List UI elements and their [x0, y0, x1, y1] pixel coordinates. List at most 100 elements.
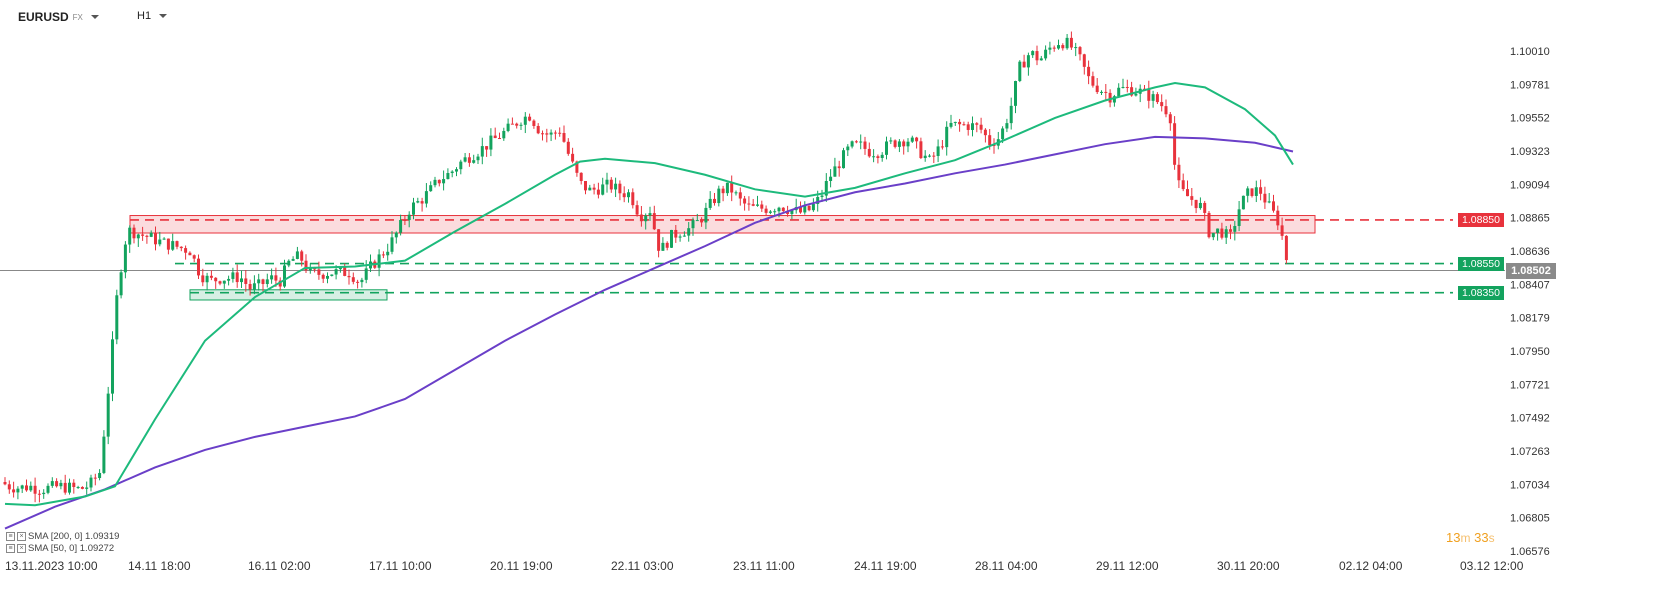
- candle: [111, 331, 114, 402]
- candle: [330, 274, 334, 277]
- candle: [747, 196, 751, 211]
- candle-body: [141, 234, 145, 236]
- settings-icon[interactable]: ≡: [6, 543, 15, 553]
- candle: [188, 251, 192, 256]
- candle-body: [106, 393, 110, 437]
- candle-body: [149, 232, 153, 237]
- candle: [528, 113, 532, 122]
- candle: [29, 481, 33, 492]
- y-tick-label: 1.09094: [1510, 179, 1550, 191]
- candle-body: [1250, 188, 1254, 196]
- candle: [902, 139, 906, 155]
- candle-body: [829, 176, 833, 181]
- candle-body: [1074, 47, 1078, 49]
- candle: [463, 153, 467, 163]
- candle-body: [300, 251, 304, 261]
- candle: [910, 135, 914, 143]
- candle: [1173, 116, 1177, 170]
- settings-icon[interactable]: ≡: [6, 531, 15, 541]
- candle-body: [313, 268, 317, 270]
- level-tag-support-2[interactable]: 1.08350: [1458, 285, 1504, 300]
- candle-body: [25, 485, 28, 491]
- candle: [1138, 84, 1142, 103]
- candle-body: [897, 141, 901, 147]
- candle: [850, 140, 854, 149]
- candle: [846, 144, 850, 157]
- candle: [596, 182, 600, 199]
- candle-body: [510, 123, 514, 125]
- candle-body: [7, 484, 11, 490]
- candle: [115, 289, 119, 345]
- candle-body: [205, 275, 209, 283]
- candle: [347, 269, 351, 285]
- level-tag-support-1[interactable]: 1.08550: [1458, 256, 1504, 271]
- candle: [867, 142, 871, 158]
- timeframe-selector[interactable]: H1: [137, 10, 168, 22]
- candle: [132, 224, 136, 244]
- close-icon[interactable]: ×: [17, 543, 26, 553]
- candle-body: [347, 275, 351, 278]
- candle-body: [751, 204, 755, 206]
- candle: [1276, 205, 1280, 231]
- candle-body: [1087, 66, 1091, 77]
- candle: [72, 479, 76, 494]
- candle-body: [971, 123, 974, 130]
- candle-body: [915, 137, 919, 142]
- candle: [1267, 192, 1271, 204]
- candle: [876, 154, 880, 164]
- candle-body: [1009, 105, 1013, 124]
- candle: [295, 246, 299, 260]
- candle-body: [42, 492, 46, 495]
- candle: [889, 137, 893, 145]
- candle-body: [184, 248, 188, 253]
- candle: [906, 138, 910, 153]
- candle: [558, 127, 562, 137]
- candle-body: [424, 191, 428, 204]
- close-icon[interactable]: ×: [17, 531, 26, 541]
- candle-body: [1039, 58, 1043, 61]
- candle: [1280, 217, 1284, 240]
- candle-body: [1014, 81, 1017, 106]
- candle-body: [867, 148, 871, 157]
- candle: [1100, 90, 1103, 95]
- candle-body: [1117, 87, 1121, 97]
- candle: [730, 175, 734, 202]
- candle: [360, 277, 364, 288]
- level-tag-resistance[interactable]: 1.08850: [1458, 212, 1504, 227]
- indicator-sma50[interactable]: ≡ × SMA [50, 0] 1.09272: [6, 542, 119, 554]
- candle: [1039, 55, 1043, 61]
- candle: [975, 122, 979, 133]
- candle: [837, 160, 841, 177]
- indicator-sma200[interactable]: ≡ × SMA [200, 0] 1.09319: [6, 530, 119, 542]
- candle-body: [1190, 196, 1194, 200]
- candle-body: [983, 129, 987, 136]
- candle: [304, 254, 308, 273]
- candle: [59, 479, 63, 490]
- x-tick-label: 16.11 02:00: [248, 559, 311, 573]
- candle-body: [115, 295, 119, 340]
- candle: [1005, 118, 1009, 133]
- candle-body: [936, 146, 940, 156]
- y-tick-label: 1.08865: [1510, 213, 1550, 225]
- candle: [455, 167, 458, 177]
- y-tick-label: 1.09323: [1510, 146, 1550, 158]
- candle-body: [536, 125, 540, 134]
- candle: [20, 484, 24, 494]
- candle: [1203, 200, 1207, 221]
- candle: [37, 489, 41, 503]
- candle: [893, 139, 897, 149]
- candle: [136, 233, 140, 247]
- candle: [751, 198, 755, 207]
- candle-body: [46, 485, 50, 493]
- symbol-selector[interactable]: EURUSD FX: [18, 10, 99, 24]
- candle: [1031, 50, 1035, 58]
- candle: [1022, 54, 1026, 68]
- candle: [235, 264, 239, 288]
- candle-body: [446, 173, 450, 180]
- candle-body: [902, 141, 906, 147]
- candle: [859, 134, 863, 150]
- candle: [145, 234, 149, 244]
- candle: [515, 122, 519, 129]
- candle: [1082, 53, 1086, 75]
